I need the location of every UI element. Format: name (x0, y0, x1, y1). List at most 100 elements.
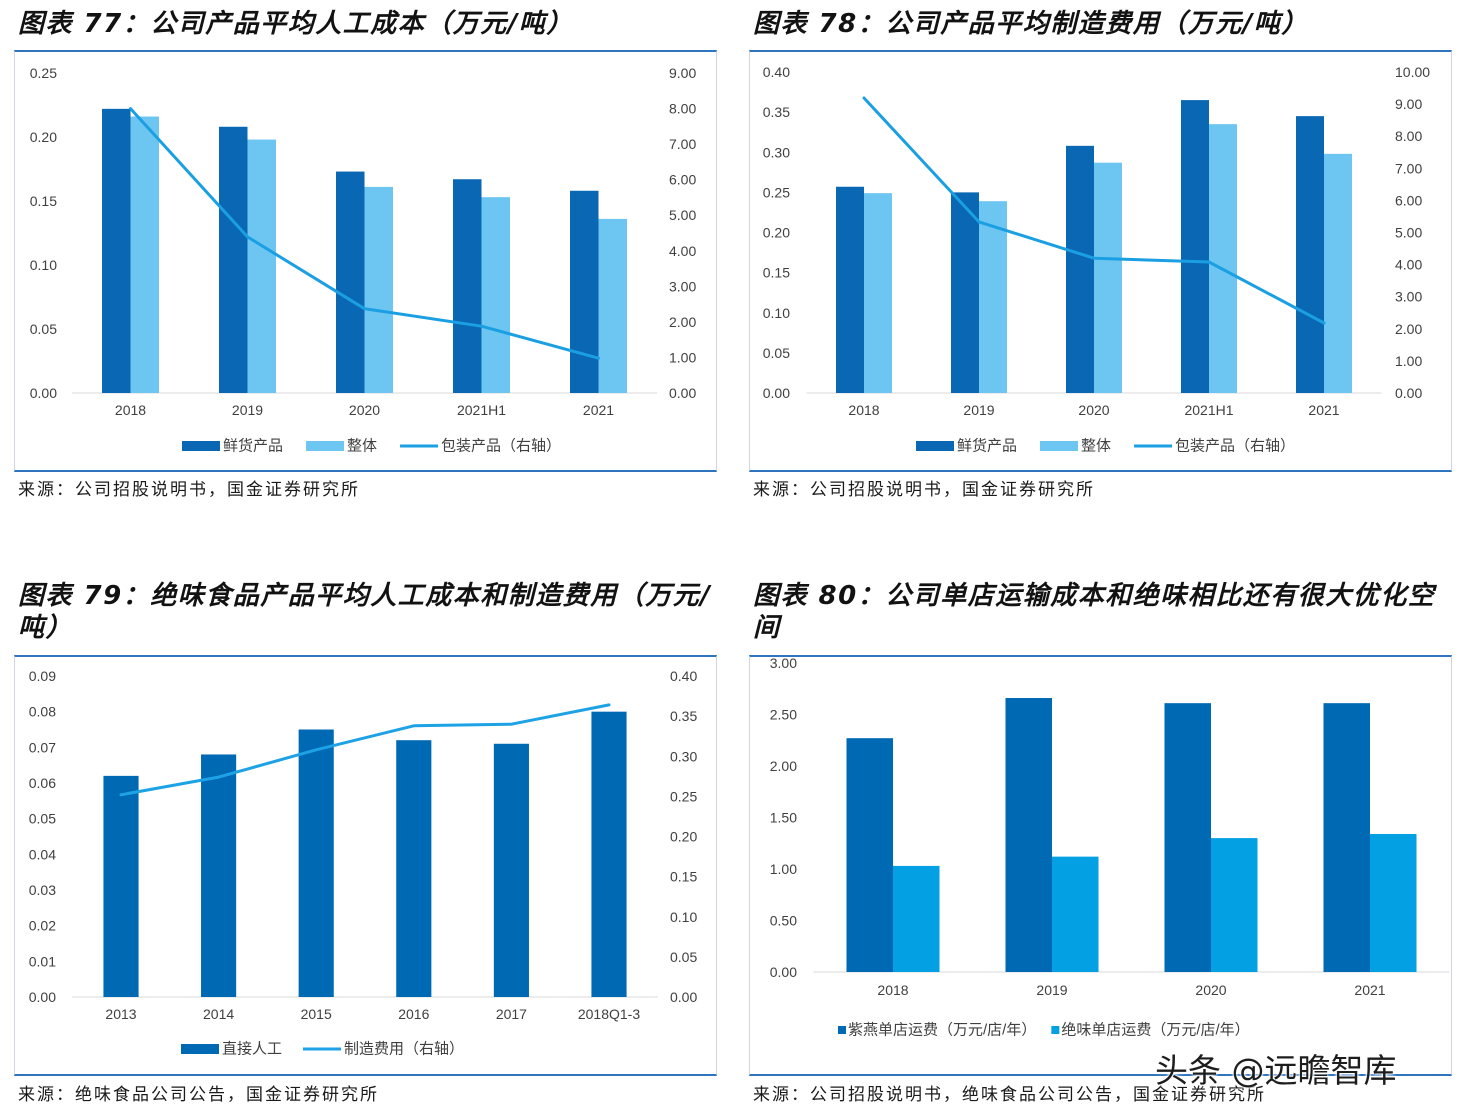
y-axis-tick-label: 0.40 (763, 64, 790, 80)
legend-item: 鲜货产品 (916, 438, 1017, 455)
legend-item: 鲜货产品 (182, 438, 283, 455)
legend-swatch (838, 1026, 846, 1034)
y2-axis-tick-label: 0.35 (670, 708, 697, 724)
figure-title: 图表 79：绝味食品产品平均人工成本和制造费用（万元/吨） (18, 581, 712, 643)
bar-series-0-2021H1 (1180, 100, 1209, 394)
legend-item: 紫燕单店运费（万元/店/年） (838, 1022, 1036, 1039)
x-axis-tick-label: 2020 (1195, 982, 1226, 998)
y2-axis-tick-label: 7.00 (1395, 160, 1422, 176)
legend-item: 整体 (306, 438, 377, 455)
legend-label: 制造费用（右轴） (344, 1041, 464, 1058)
y-axis-tick-label: 0.25 (30, 65, 57, 81)
bar-series-0-2015 (298, 729, 334, 997)
bar-series-0-2020 (1065, 145, 1094, 393)
legend-swatch (181, 1044, 219, 1054)
y2-axis-tick-label: 1.00 (669, 349, 696, 365)
legend: 紫燕单店运费（万元/店/年） 绝味单店运费（万元/店/年） (838, 1022, 1250, 1039)
bar-series-1-2018 (130, 116, 159, 394)
bar-series-0-2018 (846, 738, 893, 972)
y-axis-tick-label: 0.06 (29, 775, 56, 791)
legend-label: 紫燕单店运费（万元/店/年） (848, 1022, 1036, 1039)
y2-axis-tick-label: 8.00 (1395, 128, 1422, 144)
bar-series-1-2020 (1094, 162, 1123, 393)
x-axis-tick-label: 2021H1 (1184, 402, 1233, 418)
y2-axis-tick-label: 3.00 (1395, 289, 1422, 305)
y2-axis-tick-label: 6.00 (669, 172, 696, 188)
x-axis-tick-label: 2020 (1078, 402, 1109, 418)
y-axis-tick-label: 0.01 (29, 953, 56, 969)
x-axis-tick-label: 2021H1 (457, 402, 506, 418)
bar-series-0-2017 (493, 743, 529, 997)
bar-series-1-2018 (893, 865, 940, 972)
y-axis-tick-label: 0.25 (763, 184, 790, 200)
y2-axis-tick-label: 4.00 (1395, 257, 1422, 273)
legend-label: 直接人工 (222, 1041, 282, 1058)
x-axis-tick-label: 2021 (1354, 982, 1385, 998)
bar-series-1-2020 (364, 186, 393, 393)
y-axis-tick-label: 0.00 (30, 385, 57, 401)
legend: 直接人工 制造费用（右轴） (181, 1041, 464, 1058)
watermark: 头条 @远瞻智库 (1155, 1051, 1397, 1090)
y-axis-tick-label: 0.00 (29, 989, 56, 1005)
chart-panel: 0.00 0.05 0.10 0.15 0.20 0.25 0.30 0.35 0.40 0.00… (749, 50, 1452, 472)
bar-series-1-2021 (1370, 833, 1417, 972)
x-axis-tick-label: 2013 (105, 1006, 136, 1022)
legend-item: 包装产品（右轴） (400, 438, 561, 455)
bar-series-1-2019 (1052, 856, 1099, 972)
bar-series-1-2021 (1324, 153, 1353, 393)
legend-label: 包装产品（右轴） (1175, 438, 1295, 455)
bar-series-0-2021H1 (453, 179, 482, 393)
x-axis-tick-label: 2014 (203, 1006, 234, 1022)
y-axis-tick-label: 0.03 (29, 882, 56, 898)
line-series-2 (129, 107, 600, 360)
legend-label: 鲜货产品 (223, 438, 283, 455)
y2-axis-tick-label: 0.05 (670, 949, 697, 965)
y-axis-tick-label: 2.00 (770, 758, 797, 774)
figure-source: 来源：公司招股说明书，国金证券研究所 (18, 480, 360, 500)
y-axis-tick-label: 0.05 (29, 811, 56, 827)
y2-axis-tick-label: 1.00 (1395, 353, 1422, 369)
legend-item: 整体 (1040, 438, 1111, 455)
chart-svg: 0.00 0.50 1.00 1.50 2.00 2.50 3.00 2018 2019 2020… (770, 655, 1450, 1039)
y-axis-tick-label: 0.15 (30, 193, 57, 209)
chart-svg: 0.00 0.05 0.10 0.15 0.20 0.25 0.00 1.00 2.00 3.00… (30, 65, 697, 455)
y-axis-tick-label: 0.10 (763, 305, 790, 321)
bar-series-0-2019 (950, 192, 979, 393)
bar-series-0-2019 (219, 126, 248, 393)
y-axis-tick-label: 2.50 (770, 707, 797, 723)
legend-item: 制造费用（右轴） (303, 1041, 464, 1058)
bar-series-0-2021 (570, 190, 599, 393)
chart-panel: 0.00 0.01 0.02 0.03 0.04 0.05 0.06 0.07 0.08 0.09… (14, 655, 717, 1076)
chart-svg: 0.00 0.05 0.10 0.15 0.20 0.25 0.30 0.35 0.40 0.00… (763, 64, 1430, 455)
y2-axis-tick-label: 0.40 (670, 668, 697, 684)
bar-series-1-2021 (598, 218, 627, 393)
x-axis-tick-label: 2016 (398, 1006, 429, 1022)
y-axis-tick-label: 0.35 (763, 104, 790, 120)
bar-series-0-2020 (336, 171, 365, 393)
figure-title: 图表 77：公司产品平均人工成本（万元/吨） (18, 9, 574, 39)
x-axis-tick-label: 2019 (963, 402, 994, 418)
y-axis-tick-label: 0.00 (770, 964, 797, 980)
bar-series-0-2018Q1-3 (591, 711, 627, 997)
y-axis-tick-label: 0.00 (763, 385, 790, 401)
y-axis-tick-label: 0.15 (763, 265, 790, 281)
y-axis-tick-label: 0.08 (29, 704, 56, 720)
bar-series-1-2020 (1211, 838, 1258, 972)
bar-series-0-2018 (102, 108, 131, 393)
y2-axis-tick-label: 2.00 (669, 314, 696, 330)
y-axis-tick-label: 0.50 (770, 913, 797, 929)
x-axis-tick-label: 2021 (1308, 402, 1339, 418)
x-axis-tick-label: 2020 (349, 402, 380, 418)
figure-title: 图表 80：公司单店运输成本和绝味相比还有很大优化空间 (753, 581, 1436, 643)
y2-axis-tick-label: 0.30 (670, 748, 697, 764)
legend: 鲜货产品 整体 包装产品（右轴） (916, 438, 1295, 455)
y2-axis-tick-label: 0.00 (670, 989, 697, 1005)
y2-axis-tick-label: 0.15 (670, 869, 697, 885)
chart-panel: 0.00 0.50 1.00 1.50 2.00 2.50 3.00 2018 2019 2020… (749, 655, 1452, 1076)
bar-series-0-2013 (103, 775, 139, 997)
y-axis-tick-label: 0.20 (30, 129, 57, 145)
bar-series-0-2018 (835, 186, 864, 393)
line-series-1 (119, 703, 611, 797)
x-axis-tick-label: 2018 (877, 982, 908, 998)
